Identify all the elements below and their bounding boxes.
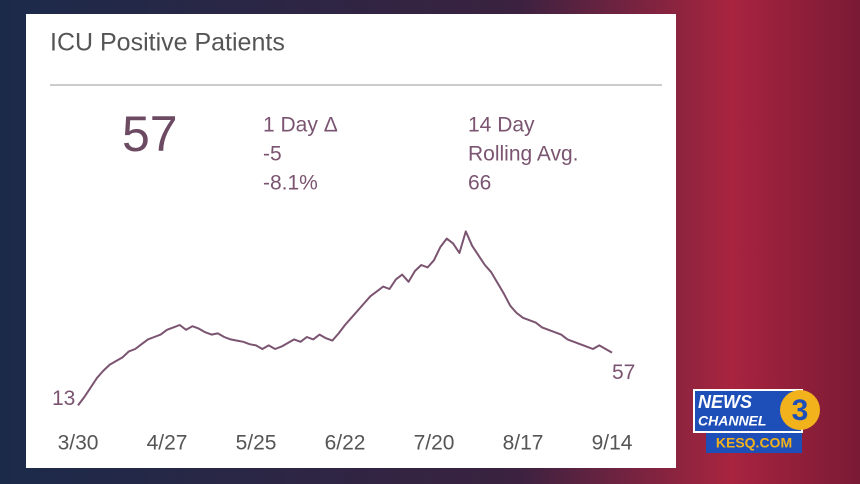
- x-tick-label: 8/17: [503, 432, 544, 455]
- logo-number: 3: [792, 394, 809, 427]
- x-tick-label: 9/14: [592, 432, 633, 455]
- end-label: 57: [612, 361, 635, 384]
- avg-title: 14 Day: [468, 114, 535, 137]
- change: -5: [263, 143, 282, 166]
- logo-site: KESQ.COM: [716, 435, 792, 451]
- avg: 66: [468, 172, 491, 195]
- logo-badge: [780, 390, 820, 430]
- logo-site-box: [706, 433, 802, 453]
- data-line: [77, 230, 613, 407]
- change-pct: -8.1%: [263, 172, 318, 195]
- current-value: 57: [122, 106, 178, 162]
- logo-channel: CHANNEL: [698, 413, 766, 429]
- x-tick-label: 4/27: [147, 432, 188, 455]
- x-tick-label: 7/20: [414, 432, 455, 455]
- logo: NEWS CHANNEL 3 KESQ.COM: [693, 389, 820, 453]
- x-tick-label: 5/25: [236, 432, 277, 455]
- x-tick-label: 3/30: [58, 432, 99, 455]
- avg-title: Rolling Avg.: [468, 143, 579, 166]
- chart-title: ICU Positive Patients: [50, 29, 285, 57]
- logo-news: NEWS: [698, 392, 752, 412]
- x-tick-label: 6/22: [325, 432, 366, 455]
- card: [26, 14, 676, 468]
- change-title: 1 Day Δ: [263, 114, 338, 137]
- end-label: 13: [52, 387, 75, 410]
